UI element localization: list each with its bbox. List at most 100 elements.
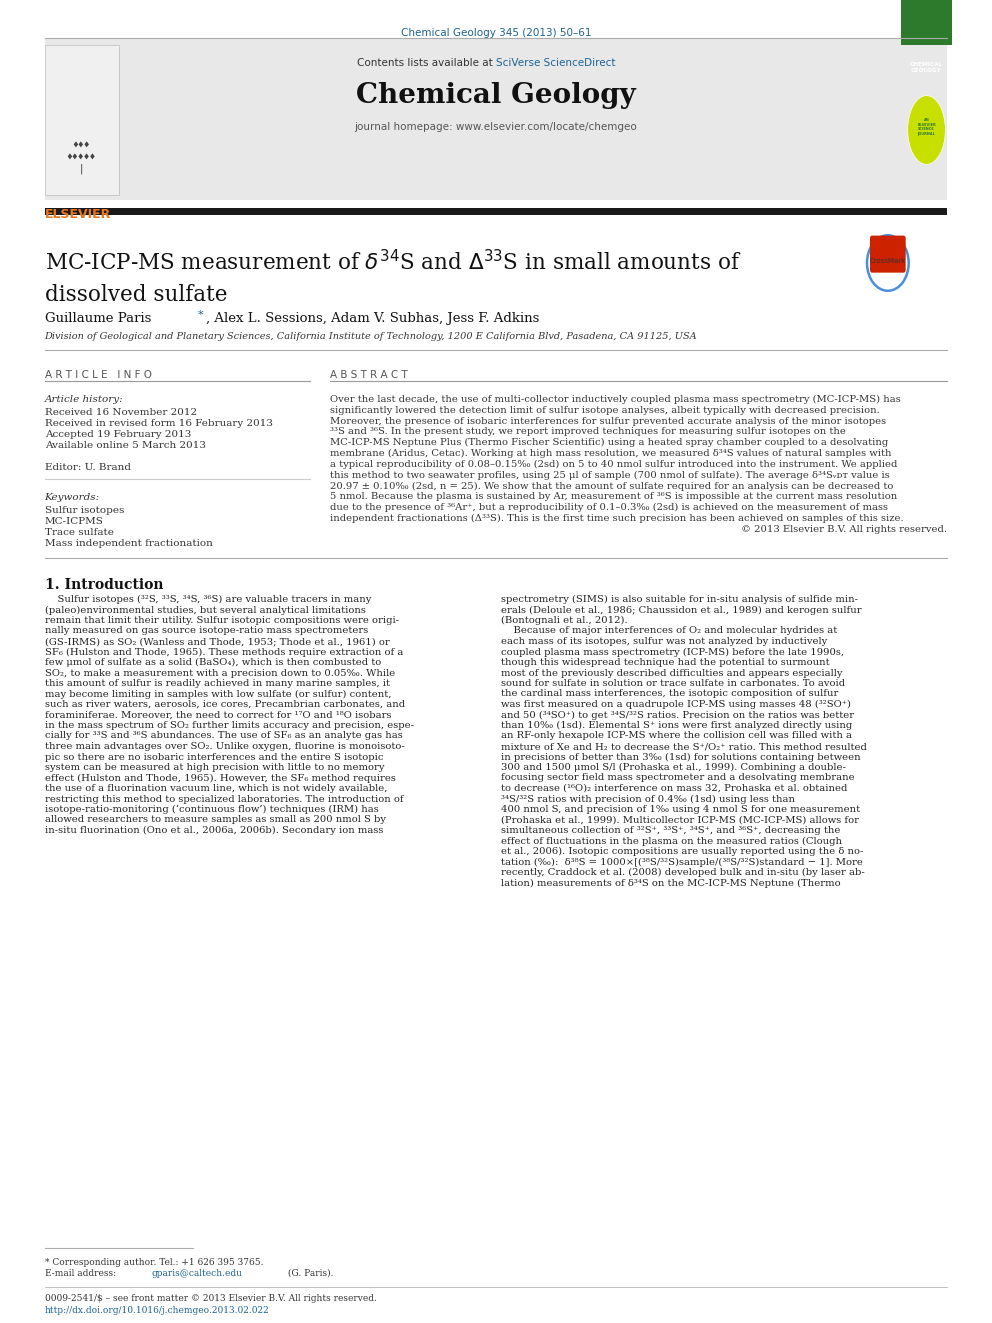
Text: (Bontognali et al., 2012).: (Bontognali et al., 2012). xyxy=(501,617,627,626)
Text: in precisions of better than 3‰ (1sd) for solutions containing between: in precisions of better than 3‰ (1sd) fo… xyxy=(501,753,860,762)
Text: Received in revised form 16 February 2013: Received in revised form 16 February 201… xyxy=(45,419,273,429)
Text: focusing sector field mass spectrometer and a desolvating membrane: focusing sector field mass spectrometer … xyxy=(501,774,854,782)
Text: isotope-ratio-monitoring (‘continuous flow’) techniques (IRM) has: isotope-ratio-monitoring (‘continuous fl… xyxy=(45,804,378,815)
Text: (Prohaska et al., 1999). Multicollector ICP-MS (MC-ICP-MS) allows for: (Prohaska et al., 1999). Multicollector … xyxy=(501,815,858,824)
Text: * Corresponding author. Tel.: +1 626 395 3765.: * Corresponding author. Tel.: +1 626 395… xyxy=(45,1258,263,1267)
Text: SF₆ (Hulston and Thode, 1965). These methods require extraction of a: SF₆ (Hulston and Thode, 1965). These met… xyxy=(45,647,403,656)
FancyBboxPatch shape xyxy=(870,235,906,273)
Text: few μmol of sulfate as a solid (BaSO₄), which is then combusted to: few μmol of sulfate as a solid (BaSO₄), … xyxy=(45,658,381,667)
Text: pic so there are no isobaric interferences and the entire S isotopic: pic so there are no isobaric interferenc… xyxy=(45,753,383,762)
Circle shape xyxy=(867,235,909,291)
Text: 1. Introduction: 1. Introduction xyxy=(45,578,163,591)
Text: gparis@caltech.edu: gparis@caltech.edu xyxy=(152,1269,243,1278)
Text: recently, Craddock et al. (2008) developed bulk and in-situ (by laser ab-: recently, Craddock et al. (2008) develop… xyxy=(501,868,864,877)
Text: MC-ICP-MS Neptune Plus (Thermo Fischer Scientific) using a heated spray chamber : MC-ICP-MS Neptune Plus (Thermo Fischer S… xyxy=(330,438,888,447)
Text: 300 and 1500 μmol S/l (Prohaska et al., 1999). Combining a double-: 300 and 1500 μmol S/l (Prohaska et al., … xyxy=(501,763,845,773)
Text: the use of a fluorination vacuum line, which is not widely available,: the use of a fluorination vacuum line, w… xyxy=(45,785,387,792)
Text: Sulfur isotopes: Sulfur isotopes xyxy=(45,505,124,515)
Text: A B S T R A C T: A B S T R A C T xyxy=(330,370,408,380)
Text: E-mail address:: E-mail address: xyxy=(45,1269,119,1278)
Text: Over the last decade, the use of multi-collector inductively coupled plasma mass: Over the last decade, the use of multi-c… xyxy=(330,396,901,404)
Text: 20.97 ± 0.10‰ (2sd, n = 25). We show that the amount of sulfate required for an : 20.97 ± 0.10‰ (2sd, n = 25). We show tha… xyxy=(330,482,893,491)
Text: (G. Paris).: (G. Paris). xyxy=(285,1269,333,1278)
Text: and 50 (³⁴SO⁺) to get ³⁴S/³²S ratios. Precision on the ratios was better: and 50 (³⁴SO⁺) to get ³⁴S/³²S ratios. Pr… xyxy=(501,710,854,720)
Text: this amount of sulfur is readily achieved in many marine samples, it: this amount of sulfur is readily achieve… xyxy=(45,679,390,688)
Text: CrossMark: CrossMark xyxy=(870,258,906,265)
Text: a typical reproducibility of 0.08–0.15‰ (2sd) on 5 to 40 nmol sulfur introduced : a typical reproducibility of 0.08–0.15‰ … xyxy=(330,460,898,468)
Text: Keywords:: Keywords: xyxy=(45,493,100,501)
Text: system can be measured at high precision with little to no memory: system can be measured at high precision… xyxy=(45,763,384,773)
Text: Because of major interferences of O₂ and molecular hydrides at: Because of major interferences of O₂ and… xyxy=(501,627,837,635)
Text: Accepted 19 February 2013: Accepted 19 February 2013 xyxy=(45,430,191,439)
Text: Moreover, the presence of isobaric interferences for sulfur prevented accurate a: Moreover, the presence of isobaric inter… xyxy=(330,417,886,426)
Bar xyxy=(45,45,119,194)
Text: 0009-2541/$ – see front matter © 2013 Elsevier B.V. All rights reserved.: 0009-2541/$ – see front matter © 2013 El… xyxy=(45,1294,377,1303)
Text: each mass of its isotopes, sulfur was not analyzed by inductively: each mass of its isotopes, sulfur was no… xyxy=(501,636,826,646)
Text: though this widespread technique had the potential to surmount: though this widespread technique had the… xyxy=(501,658,829,667)
Text: Mass independent fractionation: Mass independent fractionation xyxy=(45,538,212,548)
Text: coupled plasma mass spectrometry (ICP-MS) before the late 1990s,: coupled plasma mass spectrometry (ICP-MS… xyxy=(501,647,843,656)
Text: than 10‰ (1sd). Elemental S⁺ ions were first analyzed directly using: than 10‰ (1sd). Elemental S⁺ ions were f… xyxy=(501,721,852,730)
Text: membrane (Aridus, Cetac). Working at high mass resolution, we measured δ³⁴S valu: membrane (Aridus, Cetac). Working at hig… xyxy=(330,448,892,458)
Text: remain that limit their utility. Sulfur isotopic compositions were origi-: remain that limit their utility. Sulfur … xyxy=(45,617,399,624)
Text: Chemical Geology 345 (2013) 50–61: Chemical Geology 345 (2013) 50–61 xyxy=(401,28,591,38)
Text: mixture of Xe and H₂ to decrease the S⁺/O₂⁺ ratio. This method resulted: mixture of Xe and H₂ to decrease the S⁺/… xyxy=(501,742,866,751)
Text: the cardinal mass interferences, the isotopic composition of sulfur: the cardinal mass interferences, the iso… xyxy=(501,689,838,699)
Text: *: * xyxy=(197,310,203,320)
Text: http://dx.doi.org/10.1016/j.chemgeo.2013.02.022: http://dx.doi.org/10.1016/j.chemgeo.2013… xyxy=(45,1306,270,1315)
Text: CHEMICAL
GEOLOGY: CHEMICAL GEOLOGY xyxy=(910,62,943,73)
Text: foraminiferae. Moreover, the need to correct for ¹⁷O and ¹⁸O isobars: foraminiferae. Moreover, the need to cor… xyxy=(45,710,391,720)
Text: Contents lists available at: Contents lists available at xyxy=(357,58,496,67)
Text: A R T I C L E   I N F O: A R T I C L E I N F O xyxy=(45,370,152,380)
Text: was first measured on a quadrupole ICP-MS using masses 48 (³²SO⁺): was first measured on a quadrupole ICP-M… xyxy=(501,700,850,709)
Text: Received 16 November 2012: Received 16 November 2012 xyxy=(45,407,196,417)
Text: AN
ELSEVIER
SCIENCE
JOURNAL: AN ELSEVIER SCIENCE JOURNAL xyxy=(918,118,935,136)
Text: SO₂, to make a measurement with a precision down to 0.05‰. While: SO₂, to make a measurement with a precis… xyxy=(45,668,395,677)
Text: restricting this method to specialized laboratories. The introduction of: restricting this method to specialized l… xyxy=(45,795,404,803)
Text: allowed researchers to measure samples as small as 200 nmol S by: allowed researchers to measure samples a… xyxy=(45,815,386,824)
Text: such as river waters, aerosols, ice cores, Precambrian carbonates, and: such as river waters, aerosols, ice core… xyxy=(45,700,405,709)
Text: (paleo)environmental studies, but several analytical limitations: (paleo)environmental studies, but severa… xyxy=(45,606,365,615)
Text: Chemical Geology: Chemical Geology xyxy=(356,82,636,108)
Text: effect of fluctuations in the plasma on the measured ratios (Clough: effect of fluctuations in the plasma on … xyxy=(501,836,841,845)
Text: journal homepage: www.elsevier.com/locate/chemgeo: journal homepage: www.elsevier.com/locat… xyxy=(354,122,638,132)
Text: ³³S and ³⁶S. In the present study, we report improved techniques for measuring s: ³³S and ³⁶S. In the present study, we re… xyxy=(330,427,846,437)
Bar xyxy=(901,0,952,45)
Text: Available online 5 March 2013: Available online 5 March 2013 xyxy=(45,441,205,450)
Text: may become limiting in samples with low sulfate (or sulfur) content,: may become limiting in samples with low … xyxy=(45,689,391,699)
Text: Division of Geological and Planetary Sciences, California Institute of Technolog: Division of Geological and Planetary Sci… xyxy=(45,332,697,341)
Text: effect (Hulston and Thode, 1965). However, the SF₆ method requires: effect (Hulston and Thode, 1965). Howeve… xyxy=(45,774,396,783)
Text: SciVerse ScienceDirect: SciVerse ScienceDirect xyxy=(496,58,615,67)
Text: ♦♦♦
♦♦♦♦♦
  |: ♦♦♦ ♦♦♦♦♦ | xyxy=(66,140,96,173)
Text: (GS-IRMS) as SO₂ (Wanless and Thode, 1953; Thode et al., 1961) or: (GS-IRMS) as SO₂ (Wanless and Thode, 195… xyxy=(45,636,390,646)
Text: nally measured on gas source isotope-ratio mass spectrometers: nally measured on gas source isotope-rat… xyxy=(45,627,368,635)
Text: in the mass spectrum of SO₂ further limits accuracy and precision, espe-: in the mass spectrum of SO₂ further limi… xyxy=(45,721,414,730)
Text: an RF-only hexapole ICP-MS where the collision cell was filled with a: an RF-only hexapole ICP-MS where the col… xyxy=(501,732,851,741)
Text: 400 nmol S, and precision of 1‰ using 4 nmol S for one measurement: 400 nmol S, and precision of 1‰ using 4 … xyxy=(501,804,860,814)
Text: lation) measurements of δ³⁴S on the MC-ICP-MS Neptune (Thermo: lation) measurements of δ³⁴S on the MC-I… xyxy=(501,878,840,888)
Text: independent fractionations (Δ³³S). This is the first time such precision has bee: independent fractionations (Δ³³S). This … xyxy=(330,513,904,523)
Text: in-situ fluorination (Ono et al., 2006a, 2006b). Secondary ion mass: in-situ fluorination (Ono et al., 2006a,… xyxy=(45,826,383,835)
Text: Sulfur isotopes (³²S, ³³S, ³⁴S, ³⁶S) are valuable tracers in many: Sulfur isotopes (³²S, ³³S, ³⁴S, ³⁶S) are… xyxy=(45,595,371,605)
Text: due to the presence of ³⁶Ar⁺, but a reproducibility of 0.1–0.3‰ (2sd) is achieve: due to the presence of ³⁶Ar⁺, but a repr… xyxy=(330,503,888,512)
Text: et al., 2006). Isotopic compositions are usually reported using the δ no-: et al., 2006). Isotopic compositions are… xyxy=(501,847,863,856)
Text: erals (Deloule et al., 1986; Chaussidon et al., 1989) and kerogen sulfur: erals (Deloule et al., 1986; Chaussidon … xyxy=(501,606,861,615)
Text: sound for sulfate in solution or trace sulfate in carbonates. To avoid: sound for sulfate in solution or trace s… xyxy=(501,679,844,688)
Ellipse shape xyxy=(908,95,945,164)
Text: Trace sulfate: Trace sulfate xyxy=(45,528,113,537)
Text: ELSEVIER: ELSEVIER xyxy=(45,208,111,221)
Text: MC-ICP-MS measurement of $\delta^{34}$S and $\Delta^{33}$S in small amounts of: MC-ICP-MS measurement of $\delta^{34}$S … xyxy=(45,250,741,275)
Text: tation (‰):  δ³⁸S = 1000×[(³⁸S/³²S)sample/(³⁸S/³²S)standard − 1]. More: tation (‰): δ³⁸S = 1000×[(³⁸S/³²S)sample… xyxy=(501,857,862,867)
Text: 5 nmol. Because the plasma is sustained by Ar, measurement of ³⁶S is impossible : 5 nmol. Because the plasma is sustained … xyxy=(330,492,897,501)
Text: MC-ICPMS: MC-ICPMS xyxy=(45,517,103,527)
Text: Editor: U. Brand: Editor: U. Brand xyxy=(45,463,131,472)
Text: spectrometry (SIMS) is also suitable for in-situ analysis of sulfide min-: spectrometry (SIMS) is also suitable for… xyxy=(501,595,857,605)
Text: to decrease (¹⁶O)₂ interference on mass 32, Prohaska et al. obtained: to decrease (¹⁶O)₂ interference on mass … xyxy=(501,785,847,792)
Text: Article history:: Article history: xyxy=(45,396,123,404)
Text: ³⁴S/³²S ratios with precision of 0.4‰ (1sd) using less than: ³⁴S/³²S ratios with precision of 0.4‰ (1… xyxy=(501,795,795,803)
Text: cially for ³³S and ³⁶S abundances. The use of SF₆ as an analyte gas has: cially for ³³S and ³⁶S abundances. The u… xyxy=(45,732,403,741)
Text: simultaneous collection of ³²S⁺, ³³S⁺, ³⁴S⁺, and ³⁶S⁺, decreasing the: simultaneous collection of ³²S⁺, ³³S⁺, ³… xyxy=(501,826,840,835)
Text: Guillaume Paris: Guillaume Paris xyxy=(45,312,156,325)
Bar xyxy=(45,38,947,200)
Text: this method to two seawater profiles, using 25 μl of sample (700 nmol of sulfate: this method to two seawater profiles, us… xyxy=(330,471,890,480)
